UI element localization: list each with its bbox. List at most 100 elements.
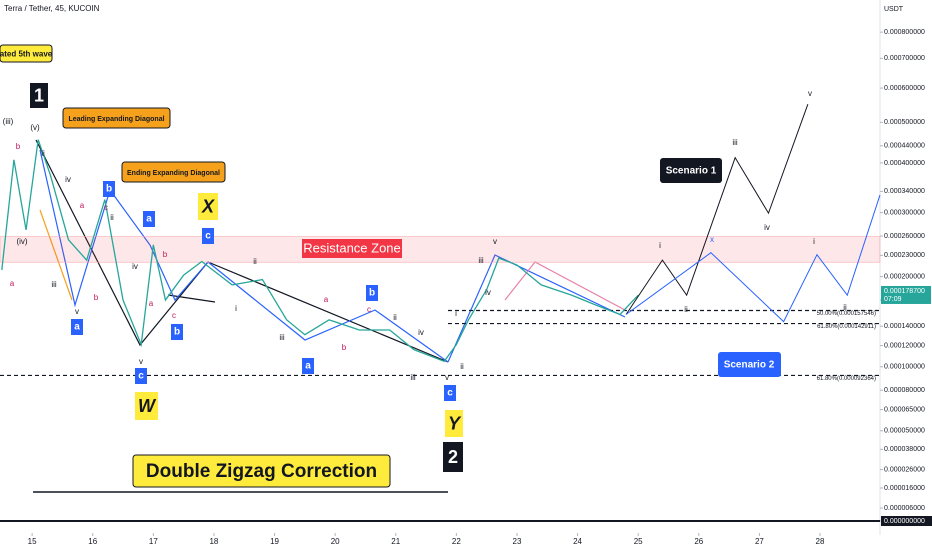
zone-label-box: [302, 239, 402, 258]
wave-label: (v): [30, 123, 40, 132]
sub-label: a: [149, 299, 154, 308]
boxed-label-box: [135, 368, 147, 384]
wave-degree-box: [443, 442, 463, 472]
boxed-label: b: [174, 327, 180, 338]
x-tick-label: 25: [634, 537, 643, 546]
wave-label: iii: [279, 333, 285, 342]
wave-degree-label: Y: [448, 413, 462, 433]
callout-text: Double Zigzag Correction: [146, 461, 377, 482]
sub-label: c: [172, 311, 176, 320]
fib-label: 50.00%(0.000157546): [817, 311, 876, 317]
boxed-label: a: [305, 361, 311, 372]
wave-label: v: [493, 237, 497, 246]
wave-label: iii: [732, 138, 738, 147]
callout-text: Ending Expanding Diagonal: [127, 170, 220, 177]
y-tick-label: 0.000230000: [884, 252, 925, 259]
y-tick-label: 0.000800000: [884, 29, 925, 36]
wave-label: iv: [485, 288, 491, 297]
sub-label: b: [16, 142, 21, 151]
wave-label: iii: [410, 373, 416, 382]
y-tick-label: 0.000065000: [884, 406, 925, 413]
y-tick-label: 0.000038000: [884, 446, 925, 453]
x-tick-label: 19: [270, 537, 279, 546]
boxed-label-box: [366, 285, 378, 301]
y-tick-label: 0.000260000: [884, 233, 925, 240]
sub-label: b: [342, 343, 347, 352]
wave-label: (iii): [3, 117, 14, 126]
y-axis-label: USDT: [884, 6, 904, 13]
scenario-box: [660, 158, 722, 183]
sub-label: c: [104, 203, 108, 212]
y-tick-label: 0.000016000: [884, 485, 925, 492]
wave-label: i: [813, 237, 815, 246]
wave-label: iv: [65, 175, 71, 184]
wave-label: v: [139, 357, 143, 366]
wave-label: iv: [418, 328, 424, 337]
y-tick-label: 0.000100000: [884, 364, 925, 371]
y-tick-label: 0.000600000: [884, 85, 925, 92]
y-tick-label: 0.000026000: [884, 466, 925, 473]
sub-label: a: [80, 201, 85, 210]
boxed-label-box: [103, 181, 115, 197]
boxed-label: a: [146, 214, 152, 225]
chart-title: Terra / Tether, 45, KUCOIN: [4, 4, 100, 13]
wave-label: ii: [460, 362, 464, 371]
wave-label: i: [235, 304, 237, 313]
wave-degree-box: [198, 193, 218, 220]
wave-label: v: [808, 89, 812, 98]
boxed-label: b: [369, 288, 375, 299]
sub-label: b: [94, 293, 99, 302]
boxed-label: b: [106, 184, 112, 195]
sub-label: a: [10, 279, 15, 288]
x-tick-label: 27: [755, 537, 764, 546]
y-tick-label: 0.000006000: [884, 505, 925, 512]
wave-label: i: [455, 309, 457, 318]
boxed-label-box: [202, 228, 214, 244]
scenario-box: [718, 352, 781, 377]
wave-label: ii: [843, 303, 847, 312]
wave-degree-box: [135, 392, 158, 420]
wave-label: iii: [478, 256, 484, 265]
price-label: 0.000178700: [884, 288, 925, 295]
y-tick-label: 0.000440000: [884, 143, 925, 150]
y-tick-label: 0.000400000: [884, 160, 925, 167]
callout-box: [62, 107, 171, 129]
sub-label: c: [367, 305, 371, 314]
y-tick-label: 0.000500000: [884, 119, 925, 126]
price-line: [1, 139, 639, 363]
sub-label: b: [163, 250, 168, 259]
resistance-zone: [0, 236, 881, 263]
boxed-label: c: [205, 231, 211, 242]
y-tick-label: 0.000120000: [884, 342, 925, 349]
y-tick-label: 0.000000000: [884, 518, 925, 525]
wave-degree-label: 2: [448, 447, 458, 467]
y-tick-label: 0.000300000: [884, 209, 925, 216]
scenario-line: [625, 194, 881, 323]
y-tick-label: 0.000050000: [884, 428, 925, 435]
x-tick-label: 28: [816, 537, 825, 546]
x-tick-label: 24: [573, 537, 582, 546]
wave-label: ii: [110, 213, 114, 222]
wave-degree-box: [30, 83, 48, 108]
price-box: [881, 285, 931, 304]
y-tick-label: 0.000140000: [884, 323, 925, 330]
wave-label: (iv): [16, 237, 27, 246]
boxed-label-box: [302, 358, 314, 374]
x-tick-label: 18: [209, 537, 218, 546]
wave-label: iv: [132, 262, 138, 271]
wave-label: x: [710, 235, 714, 244]
scenario-label: Scenario 1: [666, 166, 717, 177]
scenario-line: [625, 104, 809, 315]
sub-label: a: [324, 295, 329, 304]
callout-text: Leading Expanding Diagonal: [68, 116, 164, 123]
y-tick-label: 0.000340000: [884, 188, 925, 195]
boxed-label-box: [444, 385, 456, 401]
callout-box: [121, 161, 226, 183]
tick-box: [881, 516, 932, 526]
x-tick-label: 21: [391, 537, 400, 546]
boxed-label-box: [171, 324, 183, 340]
callout-box: [132, 454, 391, 488]
x-tick-label: 17: [149, 537, 158, 546]
y-tick-label: 0.000200000: [884, 273, 925, 280]
y-tick-label: 0.000700000: [884, 55, 925, 62]
